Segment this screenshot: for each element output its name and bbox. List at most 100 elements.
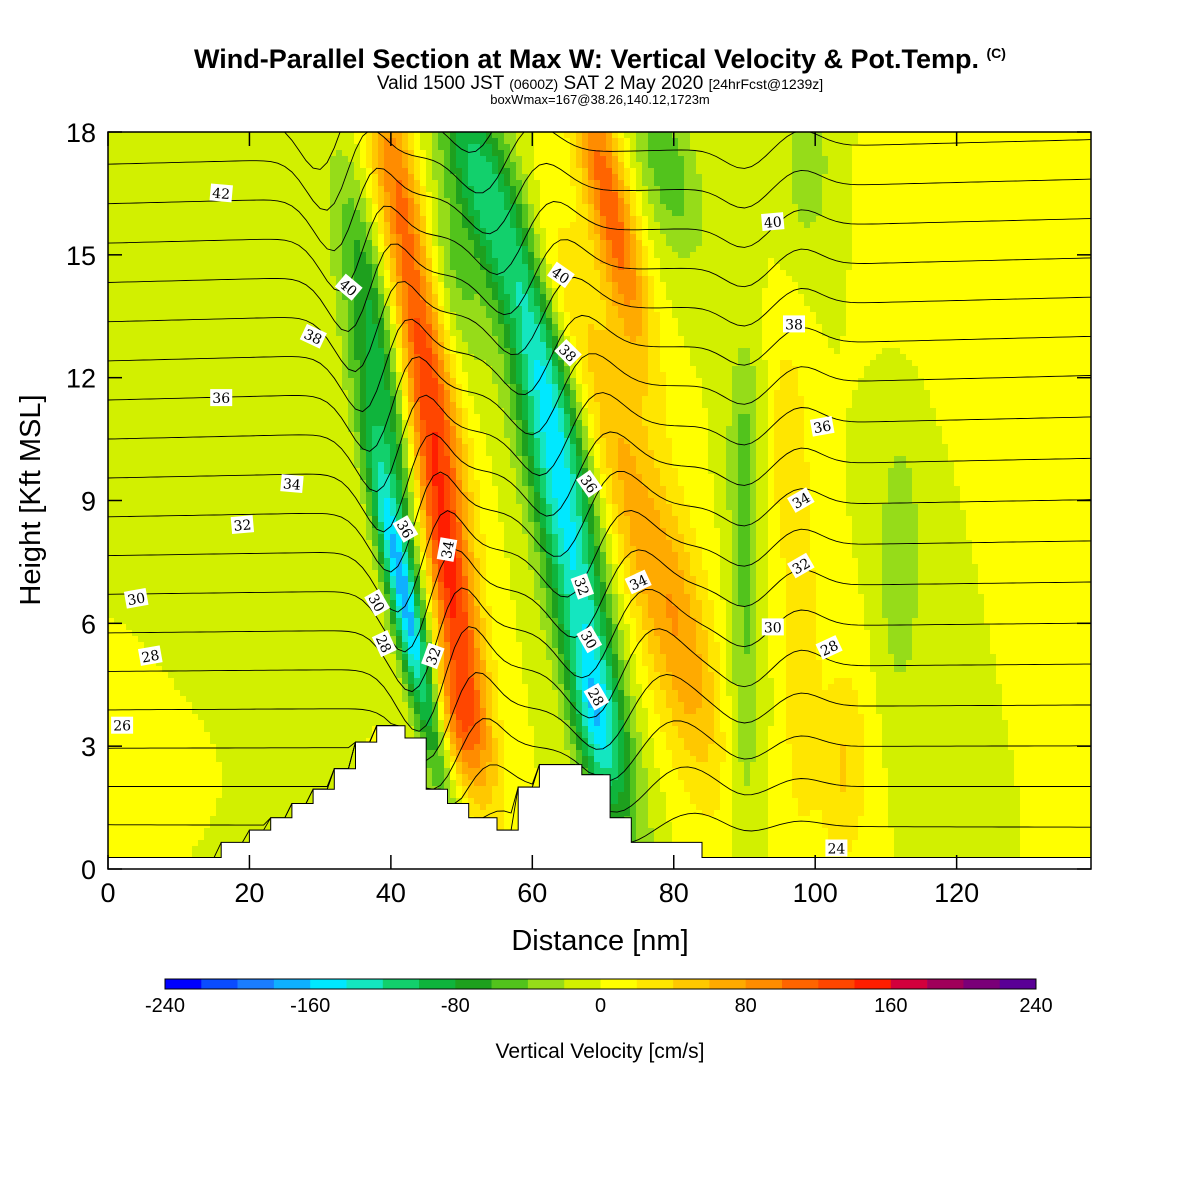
- velocity-cell: [210, 810, 217, 817]
- velocity-cell: [204, 438, 211, 445]
- velocity-cell: [144, 168, 151, 175]
- velocity-cell: [126, 468, 133, 475]
- velocity-cell: [228, 264, 235, 271]
- velocity-cell: [114, 450, 121, 457]
- velocity-cell: [180, 150, 187, 157]
- velocity-cell: [192, 738, 199, 745]
- velocity-cell: [198, 456, 205, 463]
- velocity-cell: [180, 372, 187, 379]
- velocity-cell: [126, 738, 133, 745]
- velocity-cell: [180, 846, 187, 853]
- velocity-cell: [168, 576, 175, 583]
- velocity-cell: [138, 726, 145, 733]
- velocity-cell: [210, 636, 217, 643]
- velocity-cell: [204, 456, 211, 463]
- velocity-cell: [204, 630, 211, 637]
- velocity-cell: [138, 630, 145, 637]
- velocity-cell: [126, 342, 133, 349]
- velocity-cell: [108, 264, 115, 271]
- velocity-cell: [162, 408, 169, 415]
- velocity-cell: [114, 180, 121, 187]
- velocity-cell: [210, 534, 217, 541]
- velocity-cell: [192, 354, 199, 361]
- velocity-cell: [150, 390, 157, 397]
- velocity-cell: [144, 414, 151, 421]
- velocity-cell: [192, 750, 199, 757]
- velocity-cell: [138, 138, 145, 145]
- velocity-cell: [180, 258, 187, 265]
- velocity-cell: [132, 246, 139, 253]
- velocity-cell: [168, 222, 175, 229]
- velocity-cell: [180, 828, 187, 835]
- velocity-cell: [162, 252, 169, 259]
- velocity-cell: [222, 828, 229, 835]
- velocity-cell: [168, 696, 175, 703]
- velocity-cell: [126, 390, 133, 397]
- velocity-cell: [144, 228, 151, 235]
- velocity-cell: [216, 354, 223, 361]
- velocity-cell: [204, 732, 211, 739]
- velocity-cell: [162, 390, 169, 397]
- velocity-cell: [108, 378, 115, 385]
- velocity-cell: [114, 162, 121, 169]
- velocity-cell: [180, 336, 187, 343]
- velocity-cell: [114, 132, 121, 139]
- velocity-cell: [180, 654, 187, 661]
- velocity-cell: [120, 660, 127, 667]
- velocity-cell: [210, 414, 217, 421]
- velocity-cell: [186, 660, 193, 667]
- velocity-cell: [138, 822, 145, 829]
- velocity-cell: [210, 408, 217, 415]
- velocity-cell: [144, 636, 151, 643]
- velocity-cell: [108, 168, 115, 175]
- velocity-cell: [204, 264, 211, 271]
- velocity-cell: [114, 708, 121, 715]
- velocity-cell: [114, 348, 121, 355]
- velocity-cell: [126, 816, 133, 823]
- velocity-cell: [144, 774, 151, 781]
- velocity-cell: [138, 312, 145, 319]
- velocity-cell: [114, 462, 121, 469]
- velocity-cell: [192, 360, 199, 367]
- velocity-cell: [192, 732, 199, 739]
- velocity-cell: [144, 708, 151, 715]
- velocity-cell: [120, 678, 127, 685]
- velocity-cell: [126, 246, 133, 253]
- velocity-cell: [114, 756, 121, 763]
- velocity-cell: [114, 264, 121, 271]
- velocity-cell: [174, 654, 181, 661]
- velocity-cell: [180, 378, 187, 385]
- velocity-cell: [114, 540, 121, 547]
- velocity-cell: [162, 420, 169, 427]
- velocity-cell: [204, 474, 211, 481]
- velocity-cell: [150, 138, 157, 145]
- velocity-cell: [138, 492, 145, 499]
- velocity-cell: [186, 246, 193, 253]
- velocity-cell: [108, 528, 115, 535]
- velocity-cell: [138, 456, 145, 463]
- velocity-cell: [162, 186, 169, 193]
- velocity-cell: [150, 738, 157, 745]
- velocity-cell: [198, 258, 205, 265]
- velocity-cell: [222, 360, 229, 367]
- velocity-cell: [120, 300, 127, 307]
- velocity-cell: [144, 408, 151, 415]
- velocity-cell: [126, 156, 133, 163]
- velocity-cell: [186, 648, 193, 655]
- velocity-cell: [174, 144, 181, 151]
- velocity-cell: [228, 246, 235, 253]
- velocity-cell: [216, 162, 223, 169]
- velocity-cell: [174, 180, 181, 187]
- velocity-cell: [216, 144, 223, 151]
- velocity-cell: [192, 162, 199, 169]
- velocity-cell: [120, 546, 127, 553]
- velocity-cell: [114, 282, 121, 289]
- velocity-cell: [180, 354, 187, 361]
- velocity-cell: [210, 516, 217, 523]
- velocity-cell: [180, 780, 187, 787]
- velocity-cell: [150, 168, 157, 175]
- velocity-cell: [198, 780, 205, 787]
- velocity-cell: [180, 792, 187, 799]
- velocity-cell: [216, 552, 223, 559]
- velocity-cell: [150, 612, 157, 619]
